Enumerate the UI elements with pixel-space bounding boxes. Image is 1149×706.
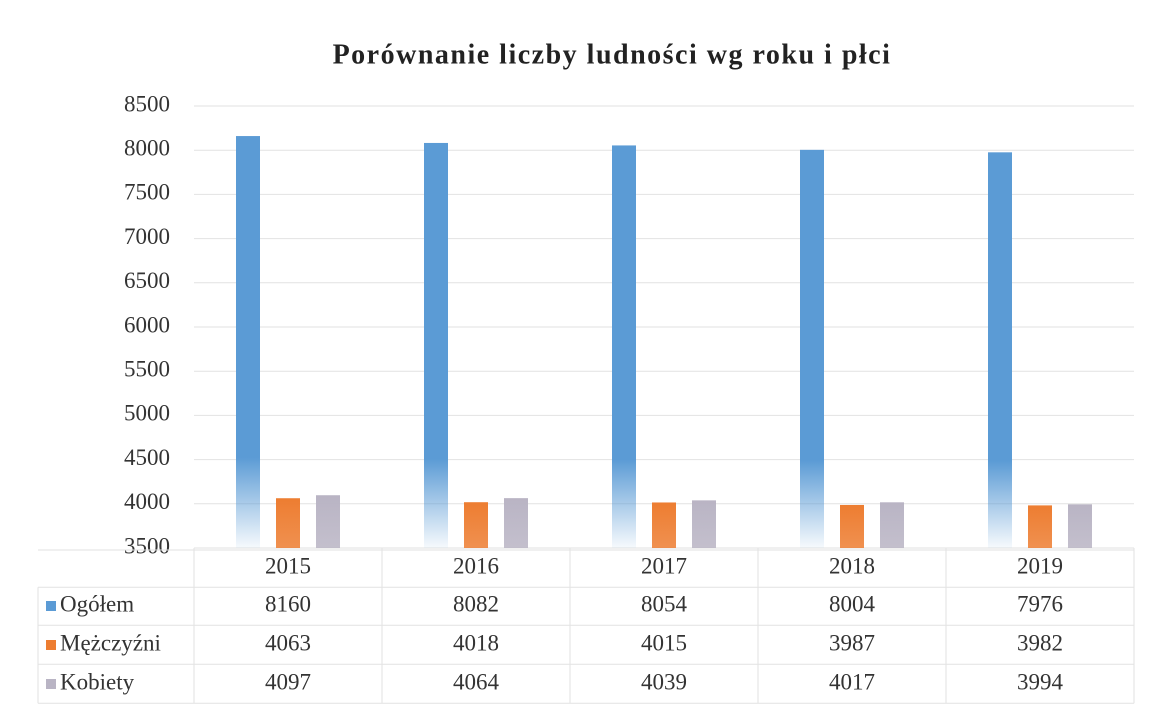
table-value: 3994 bbox=[1017, 669, 1064, 694]
table-value: 4097 bbox=[265, 669, 311, 694]
legend-swatch bbox=[46, 679, 56, 689]
table-value: 4017 bbox=[829, 669, 875, 694]
y-tick-label: 7500 bbox=[124, 180, 170, 205]
x-tick-label: 2018 bbox=[829, 553, 875, 578]
table-value: 4063 bbox=[265, 630, 311, 655]
bar bbox=[236, 136, 260, 548]
y-tick-label: 6500 bbox=[124, 268, 170, 293]
table-value: 3987 bbox=[829, 630, 875, 655]
y-tick-label: 8000 bbox=[124, 135, 170, 160]
y-tick-label: 5500 bbox=[124, 356, 170, 381]
y-tick-label: 5000 bbox=[124, 401, 170, 426]
x-tick-label: 2016 bbox=[453, 553, 499, 578]
bar bbox=[880, 502, 904, 548]
y-tick-label: 4000 bbox=[124, 489, 170, 514]
table-value: 4015 bbox=[641, 630, 687, 655]
table-value: 4039 bbox=[641, 669, 687, 694]
bar bbox=[1068, 504, 1092, 548]
table-value: 8004 bbox=[829, 591, 876, 616]
legend-label: Kobiety bbox=[60, 669, 135, 694]
table-value: 8160 bbox=[265, 591, 311, 616]
legend-label: Ogółem bbox=[60, 591, 134, 616]
chart-title: Porównanie liczby ludności wg roku i płc… bbox=[333, 39, 892, 70]
legend-label: Mężczyźni bbox=[60, 630, 161, 655]
bar bbox=[504, 498, 528, 548]
bar bbox=[692, 500, 716, 548]
bar bbox=[464, 502, 488, 548]
y-tick-label: 6000 bbox=[124, 312, 170, 337]
y-tick-label: 8500 bbox=[124, 91, 170, 116]
bar bbox=[424, 142, 448, 548]
legend-swatch bbox=[46, 640, 56, 650]
x-tick-label: 2015 bbox=[265, 553, 311, 578]
y-tick-label: 7000 bbox=[124, 224, 170, 249]
bar bbox=[988, 152, 1012, 548]
legend-swatch bbox=[46, 601, 56, 611]
x-tick-label: 2017 bbox=[641, 553, 687, 578]
bar bbox=[800, 149, 824, 548]
y-tick-label: 3500 bbox=[124, 533, 170, 558]
bar bbox=[612, 145, 636, 549]
x-tick-label: 2019 bbox=[1017, 553, 1063, 578]
table-value: 7976 bbox=[1017, 591, 1063, 616]
bar bbox=[1028, 505, 1052, 548]
bar bbox=[316, 495, 340, 548]
table-value: 8054 bbox=[641, 591, 688, 616]
bar bbox=[840, 504, 864, 548]
bar bbox=[652, 502, 676, 548]
table-value: 8082 bbox=[453, 591, 499, 616]
table-value: 3982 bbox=[1017, 630, 1063, 655]
bar bbox=[276, 498, 300, 548]
table-value: 4018 bbox=[453, 630, 499, 655]
table-value: 4064 bbox=[453, 669, 500, 694]
y-tick-label: 4500 bbox=[124, 445, 170, 470]
